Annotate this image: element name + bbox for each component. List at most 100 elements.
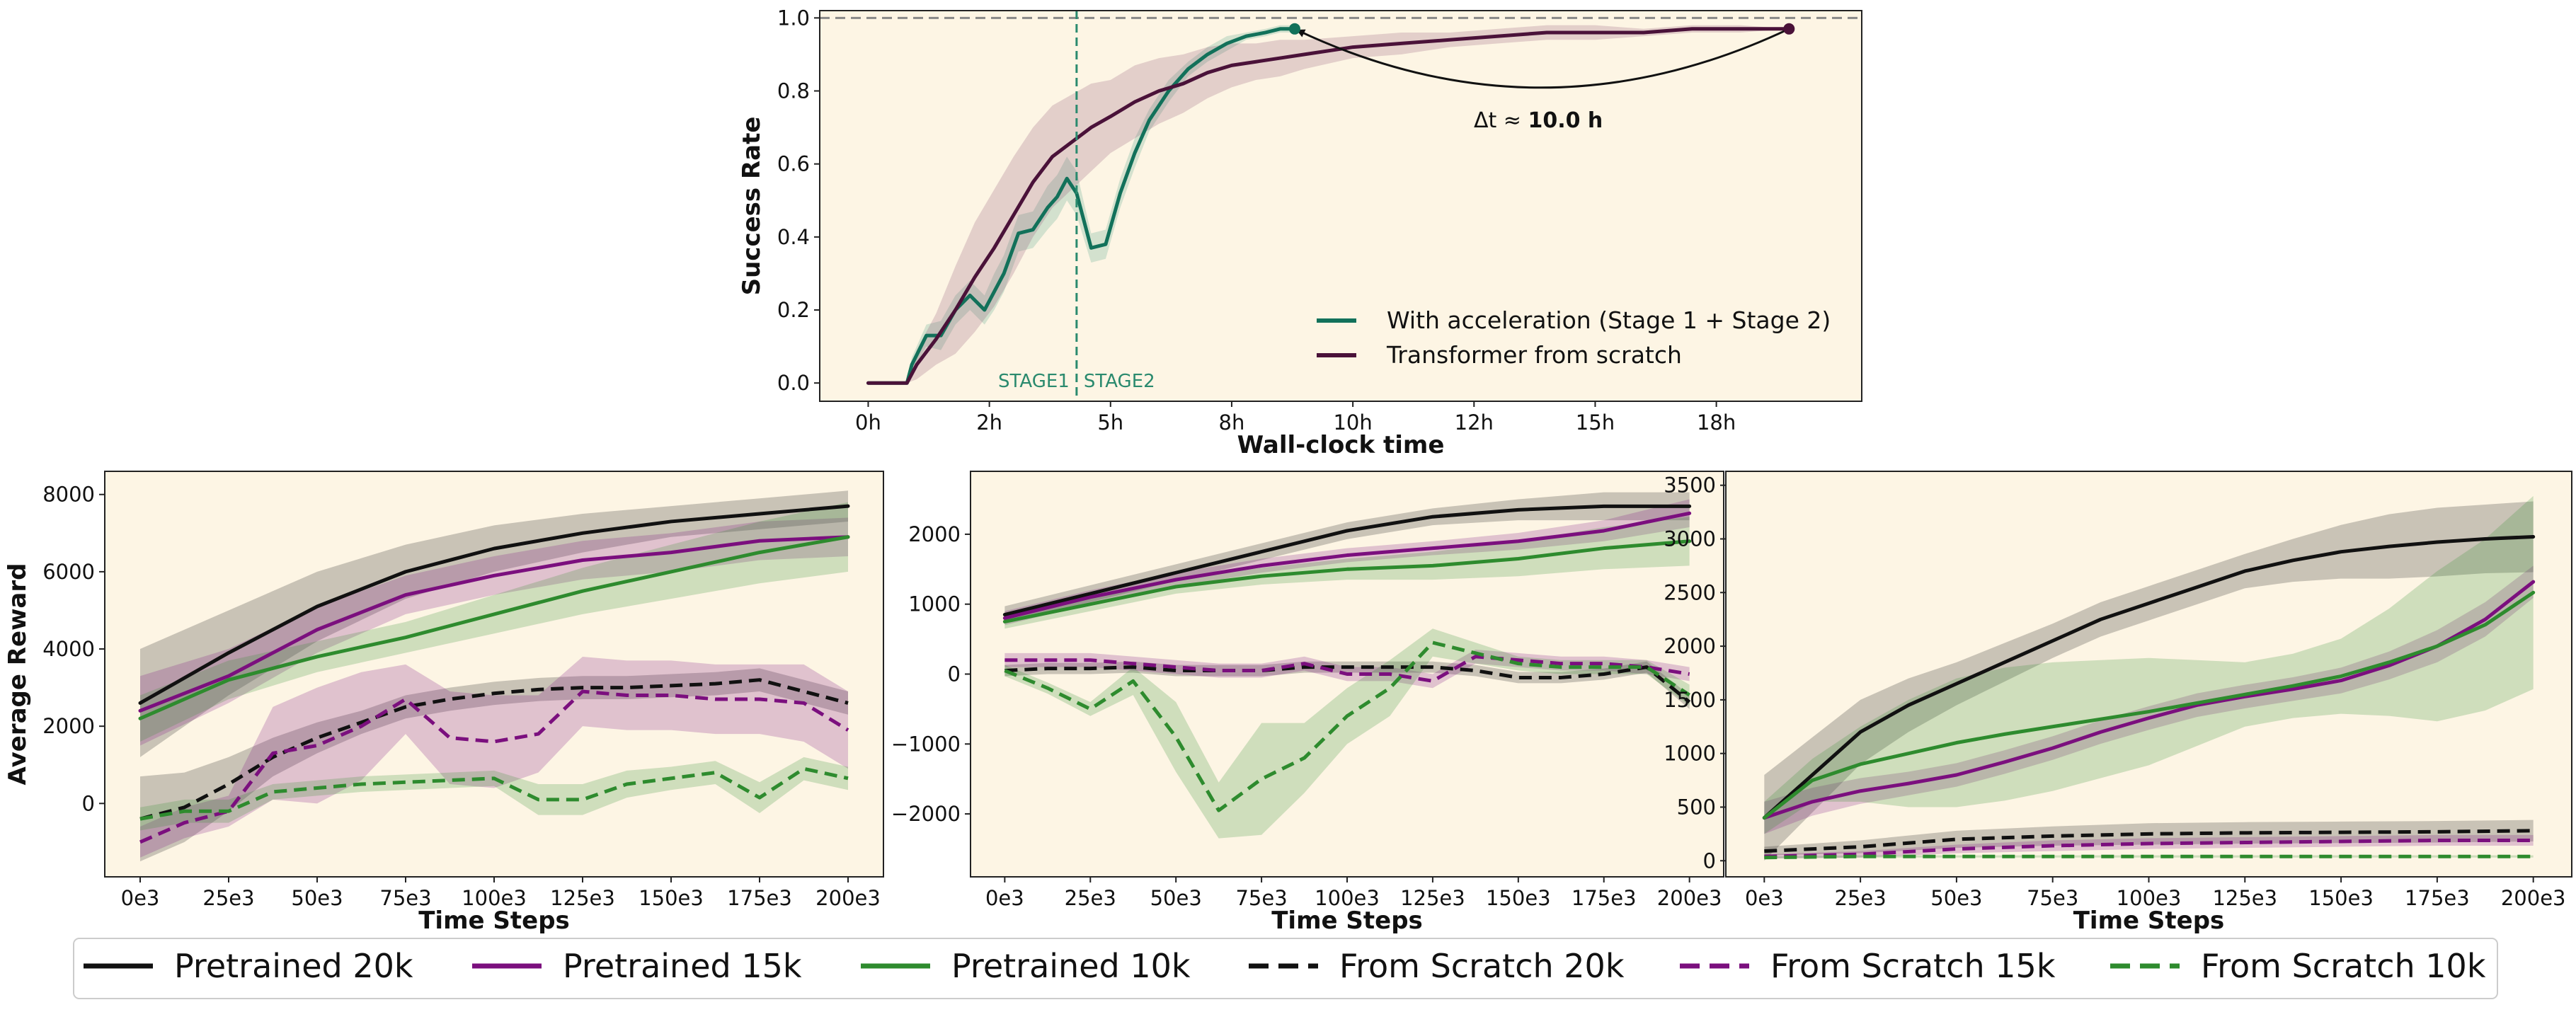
y-tick-label: 0.2 — [777, 298, 810, 322]
y-tick-label: 1000 — [1664, 742, 1716, 766]
x-tick-label: 0e3 — [1745, 886, 1784, 910]
x-tick-label: 100e3 — [2117, 886, 2182, 910]
y-tick-label: 2000 — [42, 714, 95, 738]
y-tick-label: −2000 — [891, 802, 961, 826]
bottom-legend-label-from-scratch-10k: From Scratch 10k — [2201, 947, 2486, 985]
series-line-from-scratch-20k — [1004, 665, 1691, 703]
x-tick-label: 125e3 — [1400, 886, 1465, 910]
x-tick-label: 150e3 — [1486, 886, 1551, 910]
y-tick-label: 0.6 — [777, 152, 810, 176]
x-tick-label: 50e3 — [291, 886, 343, 910]
y-tick-label: 1000 — [908, 592, 961, 616]
x-tick-label: 0h — [855, 410, 881, 435]
x-tick-label: 175e3 — [727, 886, 792, 910]
y-tick-label: −1000 — [891, 732, 961, 756]
plot-frame — [819, 10, 1862, 402]
series-line-pretrained-15k — [1002, 511, 1692, 620]
band-from-scratch-10k — [1004, 628, 1690, 839]
x-tick-label: 200e3 — [815, 886, 881, 910]
endpoint-scratch — [1783, 23, 1795, 35]
band-pretrained-10k — [1764, 495, 2534, 834]
x-tick-label: 125e3 — [550, 886, 615, 910]
y-tick-label: 0.0 — [777, 371, 810, 395]
y-tick-label: 1.0 — [777, 6, 810, 30]
y-axis-label: Success Rate — [738, 117, 766, 296]
band-pretrained-10k — [140, 502, 848, 742]
bottom-legend-label-from-scratch-15k: From Scratch 15k — [1770, 947, 2056, 985]
delta-annotation: Δt ≈ 10.0 h — [1474, 108, 1603, 133]
x-tick-label: 100e3 — [462, 886, 527, 910]
x-axis-label: Wall-clock time — [1237, 431, 1445, 459]
y-tick-label: 500 — [1677, 795, 1716, 819]
x-tick-label: 0e3 — [121, 886, 160, 910]
band-from-scratch-20k — [1764, 820, 2534, 856]
bottom-legend-label-pretrained-15k: Pretrained 15k — [563, 947, 802, 985]
x-axis-label: Time Steps — [418, 907, 570, 935]
legend-label-transformer-from-scratch: Transformer from scratch — [1386, 341, 1682, 369]
x-tick-label: 2h — [976, 410, 1002, 435]
y-tick-label: 0.4 — [777, 225, 810, 249]
series-line-pretrained-20k — [1762, 534, 2536, 820]
band-transformer-from-scratch — [868, 25, 1790, 384]
x-axis-label: Time Steps — [1271, 907, 1423, 935]
x-tick-label: 175e3 — [2405, 886, 2470, 910]
bottom-legend-label-pretrained-10k: Pretrained 10k — [951, 947, 1191, 985]
series-line-pretrained-15k — [138, 535, 850, 713]
band-from-scratch-15k — [140, 656, 848, 858]
band-from-scratch-20k — [1004, 661, 1690, 709]
y-tick-label: 2000 — [1664, 634, 1716, 658]
stage1-label: STAGE1 — [998, 371, 1070, 392]
x-tick-label: 75e3 — [2027, 886, 2078, 910]
y-tick-label: 8000 — [42, 483, 95, 507]
band-pretrained-20k — [1764, 501, 2534, 861]
series-line-from-scratch-10k — [1004, 640, 1691, 812]
x-tick-label: 10h — [1333, 410, 1372, 435]
x-tick-label: 5h — [1097, 410, 1123, 435]
plot-background — [820, 11, 1862, 401]
x-tick-label: 8h — [1219, 410, 1245, 435]
y-tick-label: 0 — [1703, 849, 1716, 873]
bottom-legend: Pretrained 20k Pretrained 15k Pretrained 1… — [73, 938, 2498, 999]
plot-area — [820, 16, 1862, 385]
series-line-pretrained-20k — [138, 504, 850, 705]
x-tick-label: 0e3 — [985, 886, 1024, 910]
y-tick-label: 0.8 — [777, 79, 810, 103]
y-tick-label: 3000 — [1664, 527, 1716, 551]
x-tick-label: 18h — [1697, 410, 1736, 435]
reward-panel-middle: 0e3 25e3 50e3 75e3 100e3 125e3 150e3 175e3 200e3… — [891, 471, 1724, 935]
x-tick-label: 25e3 — [1065, 886, 1116, 910]
x-tick-label: 200e3 — [1657, 886, 1722, 910]
stage2-label: STAGE2 — [1084, 371, 1155, 392]
x-tick-label: 125e3 — [2212, 886, 2277, 910]
y-tick-label: 3500 — [1664, 473, 1716, 498]
y-tick-label: 0 — [82, 791, 95, 815]
x-tick-label: 175e3 — [1572, 886, 1637, 910]
series-line-from-scratch-20k — [139, 678, 849, 821]
chart-legend: With acceleration (Stage 1 + Stage 2) Tra… — [1317, 306, 1831, 369]
series-line-pretrained-15k — [1762, 580, 2536, 820]
series-line-from-scratch-15k — [1764, 838, 2534, 858]
series-line-from-scratch-20k — [1764, 829, 2534, 853]
x-tick-label: 75e3 — [1235, 886, 1287, 910]
reward-panel-right: 0e3 25e3 50e3 75e3 100e3 125e3 150e3 175e3 200e3… — [1664, 471, 2572, 935]
delta-arrow — [1296, 28, 1790, 89]
plot-background — [1726, 471, 2572, 877]
x-tick-label: 25e3 — [1835, 886, 1887, 910]
y-tick-label: 4000 — [42, 637, 95, 661]
legend-label-with-acceleration-stage-1-stage-2: With acceleration (Stage 1 + Stage 2) — [1387, 306, 1831, 334]
series-line-pretrained-10k — [1762, 590, 2536, 820]
band-pretrained-15k — [1764, 565, 2534, 834]
bottom-legend-label-from-scratch-20k: From Scratch 20k — [1339, 947, 1625, 985]
series-line-pretrained-10k — [138, 535, 850, 720]
band-pretrained-15k — [1004, 499, 1690, 626]
x-tick-label: 200e3 — [2501, 886, 2566, 910]
plot-area — [1762, 495, 2536, 861]
band-with-acceleration-stage-1-stage-2 — [868, 25, 1295, 384]
x-tick-label: 15h — [1576, 410, 1615, 435]
x-tick-label: 25e3 — [202, 886, 254, 910]
y-tick-label: 2000 — [908, 522, 961, 546]
band-pretrained-10k — [1004, 517, 1690, 629]
reward-panel-left: 0e3 25e3 50e3 75e3 100e3 125e3 150e3 175e3 200e3… — [4, 471, 884, 935]
x-tick-label: 50e3 — [1930, 886, 1982, 910]
